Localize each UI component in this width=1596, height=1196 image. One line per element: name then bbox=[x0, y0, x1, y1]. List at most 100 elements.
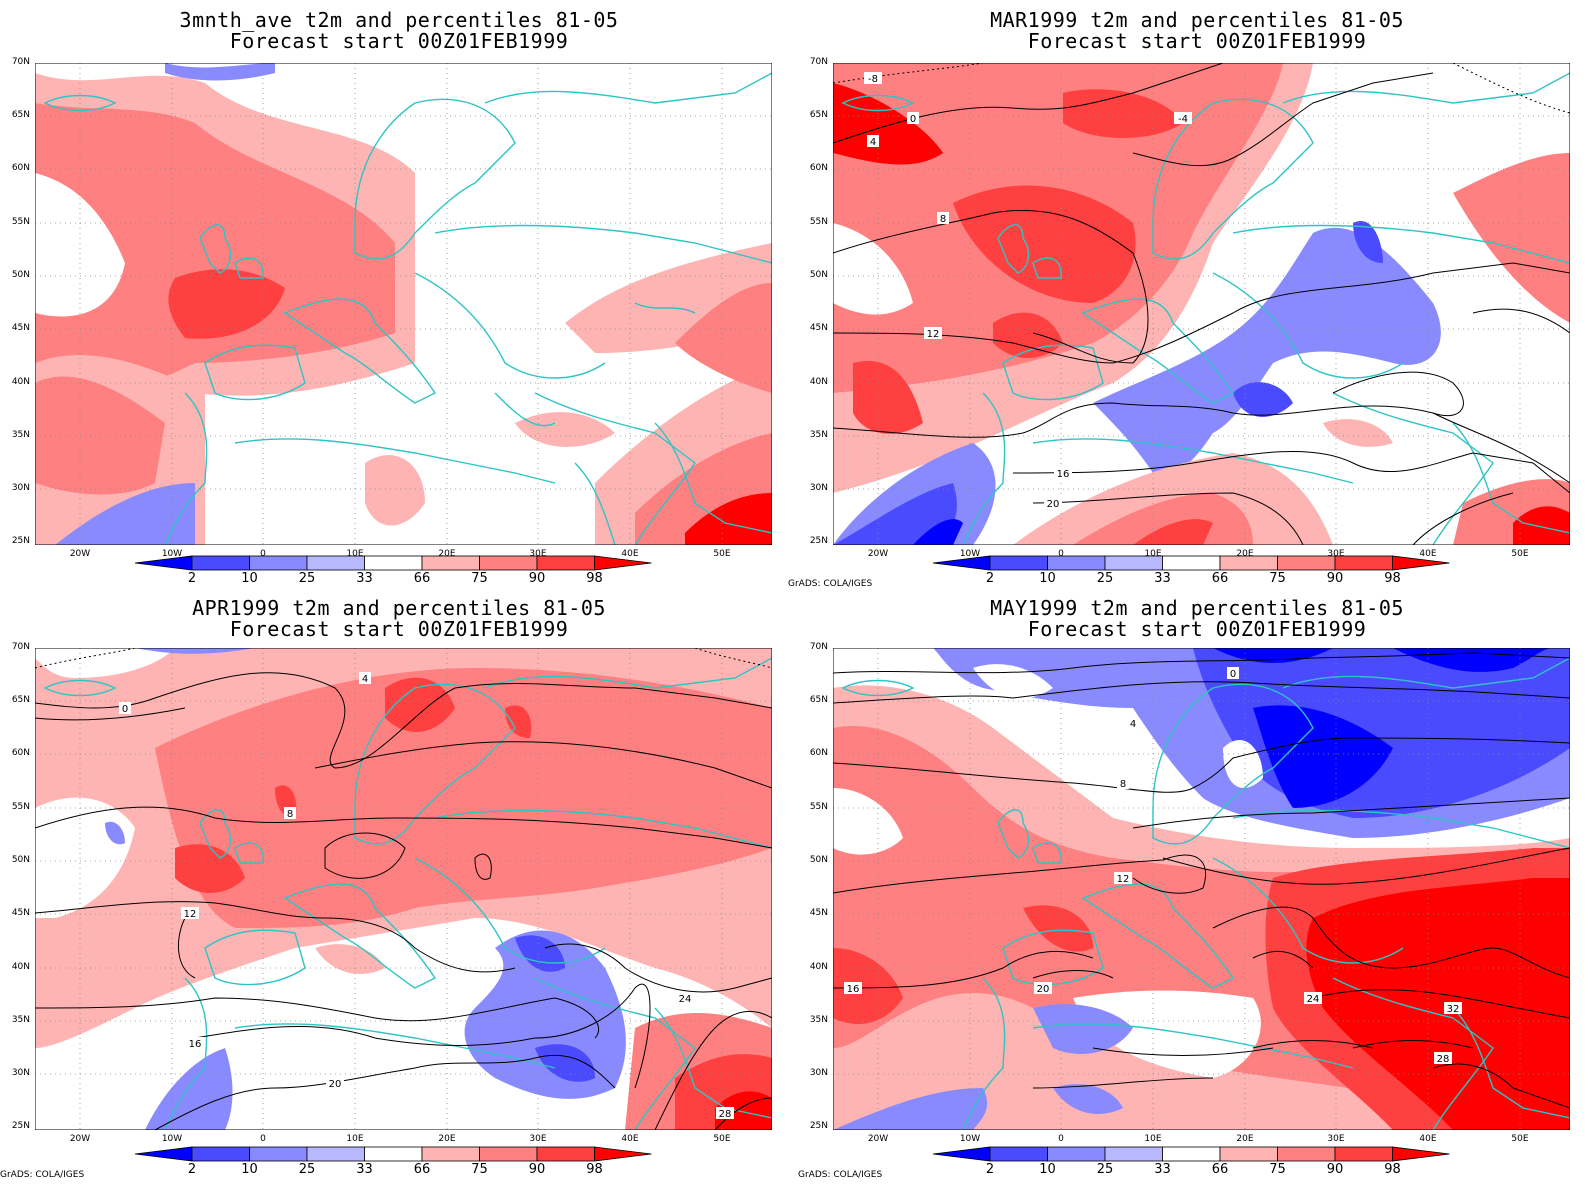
colorbar-segment bbox=[1162, 1146, 1221, 1162]
svg-text:24: 24 bbox=[679, 994, 692, 1005]
colorbar-label: 25 bbox=[1096, 1162, 1114, 1177]
svg-text:12: 12 bbox=[184, 909, 197, 920]
colorbar-label: 98 bbox=[586, 1162, 603, 1177]
lat-tick-label: 55N bbox=[809, 802, 828, 812]
lat-tick-label: 25N bbox=[11, 1121, 30, 1131]
contour-label: 24 bbox=[676, 992, 694, 1005]
lat-tick-label: 45N bbox=[11, 323, 30, 333]
lat-tick-label: 50N bbox=[809, 855, 828, 865]
colorbar-segment bbox=[421, 1146, 480, 1162]
svg-text:8: 8 bbox=[287, 809, 293, 820]
panel-title-line1: APR1999 t2m and percentiles 81-05 bbox=[192, 596, 606, 620]
lat-tick-label: 50N bbox=[11, 855, 30, 865]
svg-text:-8: -8 bbox=[868, 74, 878, 85]
lon-tick-label: 20W bbox=[867, 549, 889, 559]
map-area bbox=[35, 63, 772, 545]
contour-label: 4 bbox=[359, 672, 371, 685]
colorbar-segment bbox=[594, 555, 652, 571]
lon-tick-label: 10W bbox=[959, 1134, 981, 1144]
colorbar-label: 10 bbox=[241, 571, 258, 586]
lon-tick-label: 0 bbox=[260, 549, 266, 559]
colorbar: 2 10 25 33 66 75 90 98 bbox=[0, 555, 798, 595]
lat-tick-label: 70N bbox=[11, 642, 30, 652]
colorbar-label: 75 bbox=[471, 571, 488, 586]
lat-tick-label: 60N bbox=[11, 748, 30, 758]
svg-text:8: 8 bbox=[940, 214, 946, 225]
colorbar-label: 98 bbox=[586, 571, 603, 586]
colorbar-segment bbox=[1392, 1146, 1450, 1162]
lat-tick-label: 30N bbox=[809, 1068, 828, 1078]
lat-tick-label: 65N bbox=[809, 110, 828, 120]
colorbar-label: 10 bbox=[1039, 571, 1056, 586]
contour-label: 16 bbox=[186, 1037, 204, 1050]
colorbar-segment bbox=[364, 555, 423, 571]
colorbar-segment bbox=[536, 1146, 595, 1162]
contour-label: 16 bbox=[1054, 467, 1072, 480]
lon-tick-label: 20W bbox=[867, 1134, 889, 1144]
colorbar-label: 66 bbox=[413, 571, 431, 586]
lat-tick-label: 60N bbox=[809, 748, 828, 758]
lon-tick-label: 50E bbox=[1511, 549, 1529, 559]
lon-tick-label: 20E bbox=[1236, 549, 1254, 559]
lon-tick-label: 10W bbox=[959, 549, 981, 559]
colorbar-segment bbox=[594, 1146, 652, 1162]
colorbar-segment bbox=[479, 555, 538, 571]
lon-tick-label: 20W bbox=[69, 549, 91, 559]
lon-tick-label: 50E bbox=[713, 549, 731, 559]
lat-tick-label: 70N bbox=[11, 57, 30, 67]
grads-credit: GrADS: COLA/IGES bbox=[0, 1170, 85, 1180]
lon-tick-label: 40E bbox=[1419, 549, 1437, 559]
contour-label: 20 bbox=[1034, 982, 1052, 995]
lat-tick-label: 50N bbox=[11, 270, 30, 280]
colorbar: 2 10 25 33 66 75 90 98 bbox=[798, 555, 1596, 595]
colorbar-segment bbox=[134, 1146, 193, 1162]
lon-tick-label: 30E bbox=[529, 1134, 547, 1144]
lon-tick-label: 50E bbox=[1511, 1134, 1529, 1144]
contour-label: 8 bbox=[1117, 777, 1129, 790]
svg-text:8: 8 bbox=[1120, 779, 1126, 790]
contour-label: 12 bbox=[181, 907, 199, 920]
colorbar-segment bbox=[1277, 555, 1336, 571]
lon-tick-label: 0 bbox=[260, 1134, 266, 1144]
lon-tick-label: 30E bbox=[1327, 549, 1345, 559]
lon-tick-label: 20E bbox=[1236, 1134, 1254, 1144]
contour-label: 0 bbox=[907, 112, 919, 125]
lat-tick-label: 65N bbox=[809, 695, 828, 705]
lat-tick-label: 50N bbox=[809, 270, 828, 280]
contour-label: -4 bbox=[1174, 112, 1192, 125]
lat-tick-label: 40N bbox=[11, 962, 30, 972]
lon-tick-label: 20E bbox=[438, 549, 456, 559]
colorbar: 2 10 25 33 66 75 90 98 bbox=[0, 1146, 798, 1186]
colorbar-label: 25 bbox=[298, 571, 316, 586]
colorbar-label: 66 bbox=[1211, 1162, 1229, 1177]
svg-text:4: 4 bbox=[1130, 719, 1136, 730]
lat-tick-label: 45N bbox=[11, 908, 30, 918]
colorbar-segment bbox=[479, 1146, 538, 1162]
contour-label: 0 bbox=[1227, 667, 1239, 680]
contour-label: 12 bbox=[1114, 872, 1132, 885]
lat-tick-label: 70N bbox=[809, 57, 828, 67]
lon-tick-label: 0 bbox=[1058, 1134, 1064, 1144]
lat-tick-label: 25N bbox=[809, 536, 828, 546]
svg-text:12: 12 bbox=[927, 329, 940, 340]
colorbar-label: 90 bbox=[528, 1162, 546, 1177]
contour-label: 16 bbox=[844, 982, 862, 995]
colorbar-label: 66 bbox=[1211, 571, 1229, 586]
panel-title-line1: MAY1999 t2m and percentiles 81-05 bbox=[990, 596, 1404, 620]
svg-text:16: 16 bbox=[189, 1039, 202, 1050]
colorbar-segment bbox=[1162, 555, 1221, 571]
contour-label: 20 bbox=[326, 1077, 344, 1090]
colorbar-label: 33 bbox=[1154, 1162, 1171, 1177]
lat-tick-label: 60N bbox=[809, 163, 828, 173]
lon-tick-label: 50E bbox=[713, 1134, 731, 1144]
colorbar-segment bbox=[134, 555, 193, 571]
colorbar-segment bbox=[1334, 1146, 1393, 1162]
svg-text:-4: -4 bbox=[1178, 114, 1188, 125]
lon-tick-label: 40E bbox=[621, 549, 639, 559]
lat-tick-label: 35N bbox=[11, 1015, 30, 1025]
colorbar-label: 90 bbox=[1326, 571, 1344, 586]
svg-text:0: 0 bbox=[1230, 669, 1236, 680]
svg-text:4: 4 bbox=[362, 674, 368, 685]
panel-title-line1: MAR1999 t2m and percentiles 81-05 bbox=[990, 8, 1404, 32]
lon-tick-label: 0 bbox=[1058, 549, 1064, 559]
